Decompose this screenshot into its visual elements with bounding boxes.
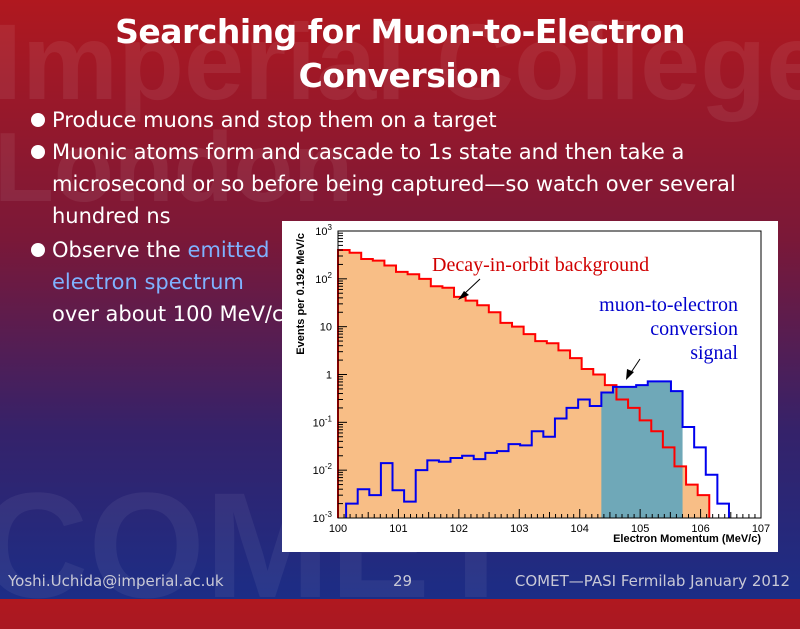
bullet-dot [31, 145, 45, 159]
bullet-item: Produce muons and stop them on a target [28, 104, 768, 136]
bullet-highlight: emitted electron spectrum [52, 238, 270, 294]
histogram-chart: 100 101 102 103 104 105 106 10710-310-210-11101… [295, 223, 770, 545]
footer-page-number: 29 [393, 572, 413, 590]
x-tick-label: 101 [389, 523, 407, 535]
signal-histogram-fill [601, 381, 683, 518]
bullet-text: Produce muons and stop them on a target [52, 108, 497, 132]
signal-arrowhead [626, 369, 634, 380]
bullet-dot [31, 243, 45, 257]
dio-annotation-arrow [462, 278, 481, 296]
signal-histogram-line [345, 380, 730, 518]
x-tick-label: 102 [450, 523, 468, 535]
dio-arrowhead [458, 291, 469, 300]
dio-histogram-line [337, 249, 711, 518]
bullet-text-suffix: over about 100 MeV/c [52, 302, 284, 326]
bullet-dot [31, 113, 45, 127]
bullet-item: Observe the emitted electron spectrum ov… [28, 234, 292, 330]
histogram-panel: 100 101 102 103 104 105 106 107 10-3 10-2 10-1 1 10 1… [282, 221, 778, 552]
x-tick-label: 106 [691, 523, 709, 535]
y-tick-label: 102 [315, 271, 332, 286]
y-tick-label: 10-2 [313, 462, 333, 477]
y-tick-label: 10-1 [313, 414, 333, 429]
signal-annotation-line: signal [690, 342, 738, 364]
footer-email: Yoshi.Uchida@imperial.ac.uk [8, 572, 224, 590]
bullet-list: Produce muons and stop them on a target … [28, 104, 768, 330]
slide-title: Searching for Muon-to-Electron Conversio… [115, 12, 685, 95]
dio-annotation: Decay-in-orbit background [432, 254, 649, 276]
y-tick-label: 103 [315, 223, 332, 238]
bullet-item: Muonic atoms form and cascade to 1s stat… [28, 136, 768, 232]
x-tick-label: 105 [631, 523, 649, 535]
x-axis-title: Electron Momentum (MeV/c) [613, 533, 761, 545]
y-tick-label: 10 [320, 322, 332, 334]
bullet-text-prefix: Observe the [52, 238, 181, 262]
x-tick-label: 103 [510, 523, 528, 535]
footer-event: COMET—PASI Fermilab January 2012 [514, 572, 790, 590]
y-axis-title: Events per 0.192 MeV/c [295, 233, 307, 355]
watermark-london: London [0, 112, 354, 222]
y-tick-label: 1 [326, 370, 332, 382]
x-tick-label: 104 [571, 523, 589, 535]
x-tick-label: 100 [329, 523, 347, 535]
bullet-text: Muonic atoms form and cascade to 1s stat… [52, 140, 736, 228]
watermark-imperial: Imperial College [0, 1, 800, 122]
x-tick-label: 107 [752, 523, 770, 535]
signal-annotation-line: muon-to-electron [599, 294, 738, 316]
signal-annotation-line: conversion [650, 318, 738, 340]
